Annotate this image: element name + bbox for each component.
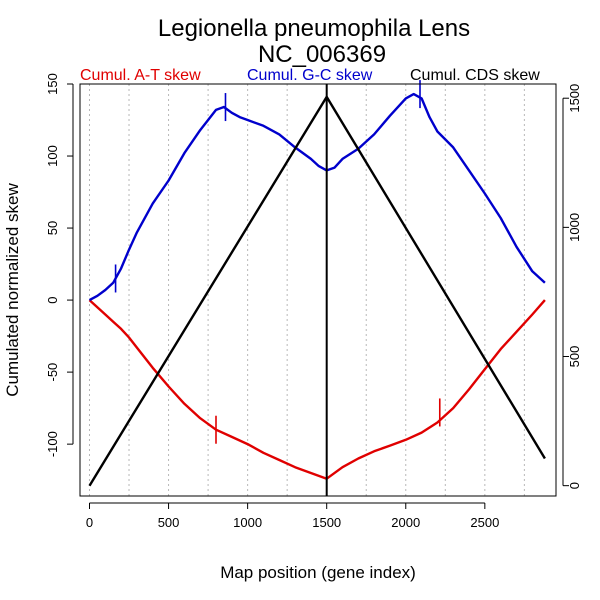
y2-tick-label-0: 0 xyxy=(567,482,582,489)
legend-at-skew: Cumul. A-T skew xyxy=(80,67,201,84)
x-axis: 0 500 1000 1500 2000 2500 xyxy=(86,502,499,530)
series-line-1 xyxy=(88,92,546,302)
series-layer xyxy=(88,80,546,496)
y-tick-label-1: -50 xyxy=(45,363,60,382)
y-axis-label: Cumulated normalized skew xyxy=(3,183,22,397)
chart-title: Legionella pneumophila Lens xyxy=(158,15,470,42)
series-line-0 xyxy=(88,299,546,480)
y-tick-label-4: 100 xyxy=(45,145,60,167)
x-tick-label-2: 1000 xyxy=(233,515,262,530)
y2-tick-label-1: 500 xyxy=(567,346,582,368)
x-tick-label-0: 0 xyxy=(86,515,93,530)
x-tick-label-3: 1500 xyxy=(312,515,341,530)
y-tick-label-0: -100 xyxy=(45,431,60,457)
y2-tick-label-2: 1000 xyxy=(567,213,582,242)
y-tick-label-5: 150 xyxy=(45,73,60,95)
y2-tick-label-3: 1500 xyxy=(567,84,582,113)
legend-gc-skew: Cumul. G-C skew xyxy=(247,67,373,84)
x-axis-label: Map position (gene index) xyxy=(220,563,416,582)
x-tick-label-5: 2500 xyxy=(470,515,499,530)
y-tick-label-3: 50 xyxy=(45,221,60,235)
plot-frame xyxy=(79,83,557,497)
y2-axis: 0 500 1000 1500 xyxy=(562,84,582,489)
grid xyxy=(88,84,525,496)
x-tick-label-1: 500 xyxy=(158,515,180,530)
legend-cds-skew: Cumul. CDS skew xyxy=(410,67,540,84)
chart-subtitle: NC_006369 xyxy=(258,41,386,68)
y-axis: -100 -50 0 50 100 150 xyxy=(45,73,74,457)
series-line-2 xyxy=(88,95,546,487)
x-tick-label-4: 2000 xyxy=(391,515,420,530)
legend: Cumul. A-T skew Cumul. G-C skew Cumul. C… xyxy=(80,67,540,84)
y-tick-label-2: 0 xyxy=(45,296,60,303)
